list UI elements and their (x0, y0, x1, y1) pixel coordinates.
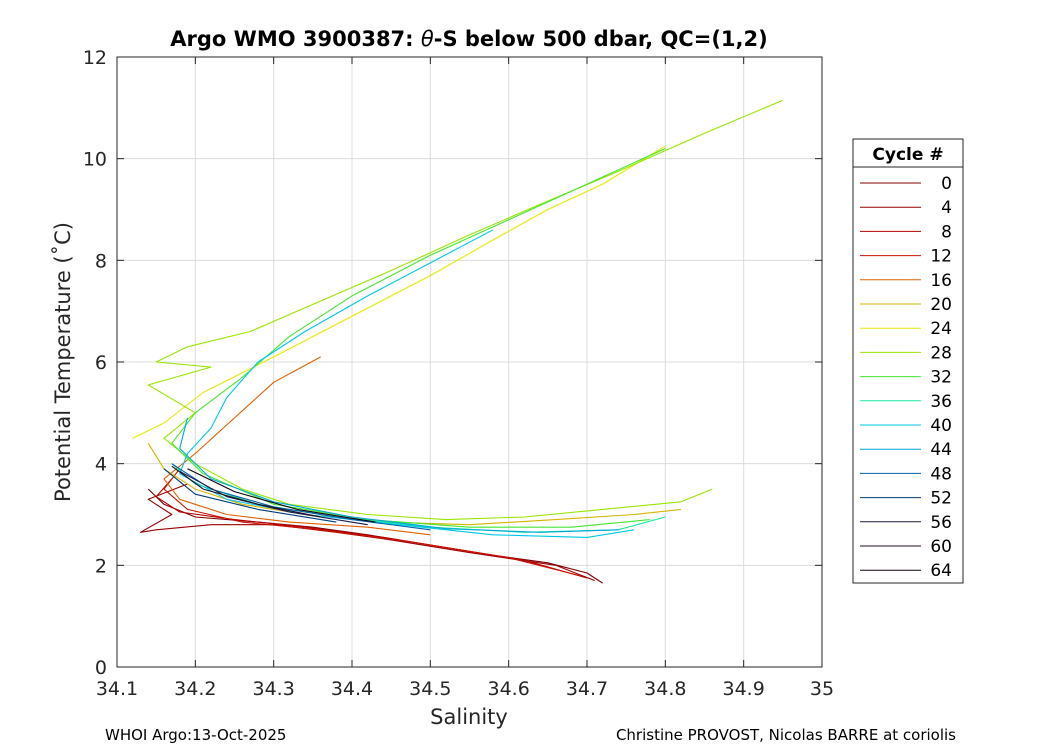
y-tick-label: 4 (95, 454, 107, 476)
y-tick-label: 2 (95, 555, 107, 577)
legend-label-28: 28 (930, 343, 952, 363)
legend-label-56: 56 (930, 513, 952, 533)
series-line-40 (179, 229, 635, 538)
series-line-44 (179, 417, 619, 533)
y-tick-label: 6 (95, 352, 107, 374)
x-tick-label: 34.2 (174, 678, 216, 700)
legend-label-48: 48 (930, 464, 952, 484)
legend-label-20: 20 (930, 295, 952, 315)
series-line-52 (163, 468, 337, 523)
legend-label-12: 12 (930, 247, 952, 267)
legend-label-4: 4 (941, 198, 952, 218)
x-tick-label: 34.6 (488, 678, 530, 700)
legend-label-32: 32 (930, 368, 952, 388)
series-line-24 (132, 145, 666, 439)
legend-label-24: 24 (930, 319, 952, 339)
chart-title: Argo WMO 3900387: θ-S below 500 dbar, QC… (170, 27, 767, 51)
legend-label-40: 40 (930, 416, 952, 436)
legend-title: Cycle # (872, 145, 943, 165)
y-tick-label: 0 (95, 657, 107, 679)
legend-label-36: 36 (930, 392, 952, 412)
series-line-64 (187, 468, 376, 523)
series-line-16 (163, 356, 431, 536)
x-tick-label: 34.5 (409, 678, 451, 700)
footer-left: WHOI Argo:13-Oct-2025 (105, 726, 287, 744)
footer-right: Christine PROVOST, Nicolas BARRE at cori… (615, 726, 956, 744)
x-tick-label: 35 (810, 678, 834, 700)
y-tick-label: 8 (95, 250, 107, 272)
grid (117, 57, 822, 667)
x-tick-label: 34.4 (331, 678, 373, 700)
series-line-12 (163, 468, 580, 577)
legend-label-60: 60 (930, 537, 952, 557)
x-tick-label: 34.7 (566, 678, 608, 700)
y-tick-label: 12 (83, 47, 107, 69)
series-line-28 (147, 99, 784, 521)
series-group (132, 99, 784, 584)
x-tick-label: 34.8 (644, 678, 686, 700)
series-line-32 (171, 147, 666, 528)
x-tick-label: 34.9 (723, 678, 765, 700)
x-tick-label: 34.3 (253, 678, 295, 700)
ticks-group: 34.1 34.2 34.3 34.4 34.5 34.6 34.7 34.8 34.9 35 0 2… (83, 47, 834, 700)
x-axis-label: Salinity (430, 705, 508, 729)
legend-label-52: 52 (930, 489, 952, 509)
x-tick-label: 34.1 (96, 678, 138, 700)
y-tick-label: 10 (83, 149, 107, 171)
legend-box (852, 138, 964, 584)
legend-label-64: 64 (930, 561, 952, 581)
series-line-60 (171, 465, 321, 518)
series-line-4 (139, 483, 596, 582)
legend-label-8: 8 (941, 222, 952, 242)
legend-label-16: 16 (930, 271, 952, 291)
legend-label-0: 0 (941, 174, 952, 194)
legend-label-44: 44 (930, 440, 952, 460)
y-axis-label: Potential Temperature (˚C) (51, 222, 75, 502)
